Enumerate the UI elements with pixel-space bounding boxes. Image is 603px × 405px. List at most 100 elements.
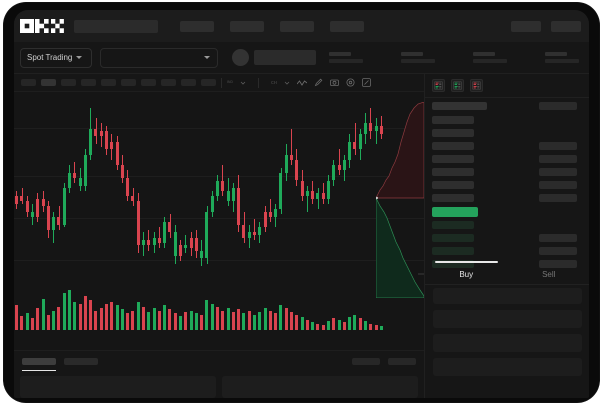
nav-item-2[interactable] [230,20,264,32]
chevron-down-icon[interactable] [284,80,290,86]
timeframe-2[interactable] [41,79,56,86]
orderbook-bid-row-1[interactable] [432,221,474,229]
market-type-label: Spot Trading [27,53,73,62]
orderbook-ask-row-6[interactable] [432,181,474,189]
chart-type-label[interactable]: ᴄʜ [271,79,278,86]
candle-body [152,237,156,246]
volume-bar [221,310,225,330]
pencil-icon[interactable] [314,78,323,87]
pair-selector[interactable] [100,47,218,68]
tab-action-1[interactable] [352,358,380,365]
orderbook-ask-row-3[interactable] [432,142,474,150]
amount-field[interactable] [433,334,582,352]
timeframe-5[interactable] [101,79,116,86]
okx-logo-icon[interactable] [20,19,64,33]
orderbook-bid-row-4[interactable] [432,260,474,268]
volume-bar [295,314,299,330]
candle-body [342,159,346,171]
market-type-dropdown[interactable]: Spot Trading [20,47,92,68]
price-field[interactable] [433,310,582,328]
chevron-down-icon[interactable] [240,80,246,86]
candle-body [46,206,50,230]
timeframe-10[interactable] [201,79,216,86]
candle-body [268,211,272,217]
volume-bar [115,305,119,330]
timeframe-3[interactable] [61,79,76,86]
timeframe-7[interactable] [141,79,156,86]
timeframe-4[interactable] [81,79,96,86]
candle-wick [74,162,76,184]
settings-icon[interactable] [346,78,355,87]
bottom-panel-left[interactable] [20,376,216,398]
order-type-field[interactable] [433,288,582,304]
volume-bar [31,318,34,330]
orderbook-rows[interactable] [425,102,589,274]
volume-bar [379,326,383,330]
search-input[interactable] [74,19,158,33]
indicators-label[interactable]: ᴵᴺᴰ [227,79,234,86]
volume-series [14,288,384,330]
volume-bar [184,311,188,330]
candle-wick [291,128,292,165]
orderbook-ask-row-5[interactable] [432,168,474,176]
volume-bar [358,318,362,330]
stat-label [401,52,423,56]
orderbook-spread-row [432,207,478,217]
volume-bar [94,310,98,330]
volume-bar [20,315,24,330]
volume-bar [194,313,198,330]
tab-action-2[interactable] [388,358,416,365]
volume-bar [147,311,151,330]
timeframe-6[interactable] [121,79,136,86]
price-chart[interactable] [14,92,424,350]
volume-bar [68,290,71,330]
tab-open-orders[interactable] [22,358,56,371]
stat-24h-change [329,52,363,63]
main-nav [180,20,364,32]
volume-bar [168,309,172,330]
orderbook-mode-asks-icon[interactable] [470,79,483,92]
volume-bar [126,313,130,330]
nav-item-4[interactable] [330,20,364,32]
volume-bar [73,301,77,330]
orderbook-bid-row-3[interactable] [432,247,474,255]
orderbook-header-row-total [539,102,577,110]
total-field[interactable] [433,358,582,376]
candle-body [52,216,56,230]
nav-item-1[interactable] [180,20,214,32]
timeframe-8[interactable] [161,79,176,86]
orderbook-mode-bids-icon[interactable] [451,79,464,92]
candle-body [189,237,193,248]
bottom-panel-right[interactable] [222,376,418,398]
orderbook-bid-row-2[interactable] [432,234,474,242]
nav-item-3[interactable] [280,20,314,32]
candle-body [242,224,246,238]
candle-body [252,232,257,236]
header-action-2[interactable] [551,20,581,32]
tab-sell[interactable]: Sell [542,270,556,279]
gridline-1 [14,128,424,129]
tab-order-history[interactable] [64,358,98,365]
orderbook-header-row[interactable] [432,102,487,110]
volume-bar [52,310,56,330]
fullscreen-icon[interactable] [362,78,371,87]
orderbook-sidebar: Buy Sell [424,74,589,398]
orderbook-ask-row-2[interactable] [432,129,474,137]
orderbook-mode-both-icon[interactable] [432,79,445,92]
timeframe-1[interactable] [21,79,36,86]
candle-wick [269,198,271,223]
orderbook-ask-row-7[interactable] [432,194,474,202]
candle-body [226,190,230,202]
camera-icon[interactable] [330,78,339,87]
volume-bar [263,308,267,330]
line-tool-icon[interactable] [297,79,308,87]
candle-body [321,193,325,199]
orderbook-ask-row-1[interactable] [432,116,474,124]
timeframe-9[interactable] [181,79,196,86]
header-action-1[interactable] [511,20,541,32]
stat-label [545,52,567,56]
tab-buy[interactable]: Buy [425,261,508,284]
volume-bar [142,306,145,330]
orderbook-ask-row-4[interactable] [432,155,474,163]
